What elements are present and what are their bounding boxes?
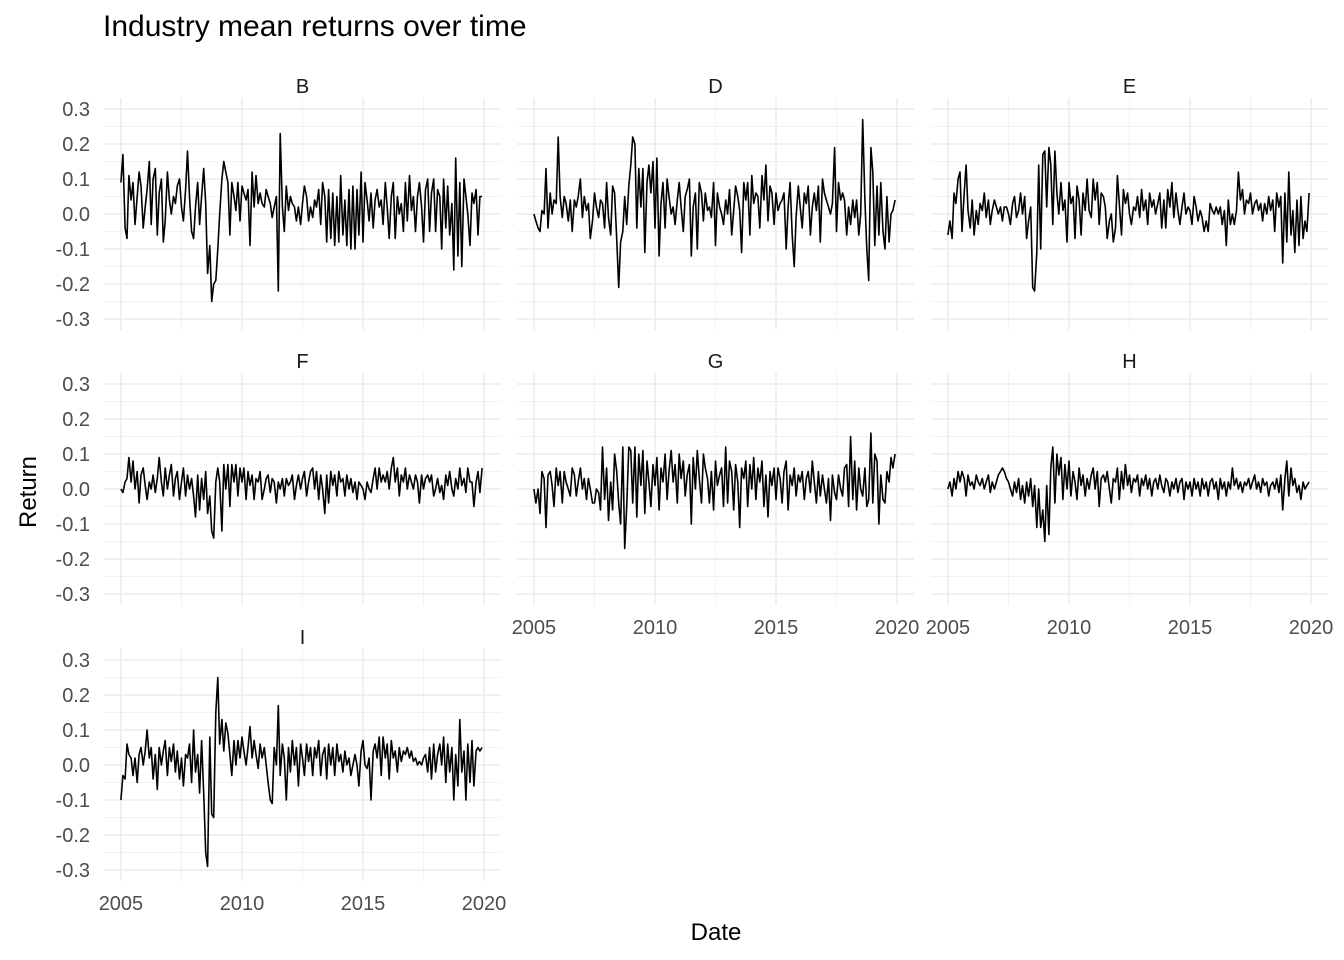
y-tick-label: 0.3 xyxy=(62,99,90,121)
y-tick-label: 0.0 xyxy=(62,755,90,777)
x-tick-label: 2020 xyxy=(1289,617,1334,639)
facet-label-B: B xyxy=(296,76,309,98)
x-axis-title: Date xyxy=(691,919,742,946)
x-tick-label: 2015 xyxy=(754,617,799,639)
facet-label-F: F xyxy=(296,351,308,373)
y-tick-label: -0.1 xyxy=(56,790,90,812)
x-tick-label: 2010 xyxy=(1047,617,1092,639)
series-line-D xyxy=(533,118,896,289)
y-tick-label: -0.3 xyxy=(56,860,90,882)
y-tick-label: -0.3 xyxy=(56,309,90,331)
x-tick-label: 2020 xyxy=(462,893,507,915)
y-tick-label: 0.1 xyxy=(62,169,90,191)
facet-label-I: I xyxy=(300,627,306,649)
x-tick-label: 2005 xyxy=(512,617,557,639)
x-tick-label: 2005 xyxy=(99,893,144,915)
x-tick-label: 2020 xyxy=(875,617,920,639)
y-tick-label: 0.1 xyxy=(62,720,90,742)
x-tick-label: 2015 xyxy=(341,893,386,915)
facet-label-G: G xyxy=(708,351,724,373)
facet-label-H: H xyxy=(1122,351,1136,373)
y-tick-label: -0.1 xyxy=(56,239,90,261)
y-tick-label: 0.0 xyxy=(62,204,90,226)
y-tick-label: -0.1 xyxy=(56,514,90,536)
y-tick-label: -0.2 xyxy=(56,825,90,847)
y-tick-label: 0.3 xyxy=(62,650,90,672)
y-tick-label: 0.2 xyxy=(62,685,90,707)
series-line-G xyxy=(533,432,896,550)
facet-label-E: E xyxy=(1123,76,1136,98)
series-line-F xyxy=(120,456,483,539)
x-tick-label: 2010 xyxy=(220,893,265,915)
y-tick-label: -0.2 xyxy=(56,274,90,296)
y-tick-label: 0.0 xyxy=(62,479,90,501)
series-line-E xyxy=(947,146,1310,292)
y-tick-label: 0.3 xyxy=(62,374,90,396)
x-tick-label: 2010 xyxy=(633,617,678,639)
chart-title: Industry mean returns over time xyxy=(103,10,527,43)
y-tick-label: 0.2 xyxy=(62,409,90,431)
series-line-H xyxy=(947,446,1310,543)
series-line-I xyxy=(120,676,483,868)
y-tick-label: -0.3 xyxy=(56,584,90,606)
x-tick-label: 2005 xyxy=(926,617,971,639)
y-tick-label: 0.2 xyxy=(62,134,90,156)
y-tick-label: -0.2 xyxy=(56,549,90,571)
y-tick-label: 0.1 xyxy=(62,444,90,466)
series-line-B xyxy=(120,132,483,303)
x-tick-label: 2015 xyxy=(1168,617,1213,639)
y-axis-title: Return xyxy=(15,456,42,528)
facet-label-D: D xyxy=(708,76,722,98)
